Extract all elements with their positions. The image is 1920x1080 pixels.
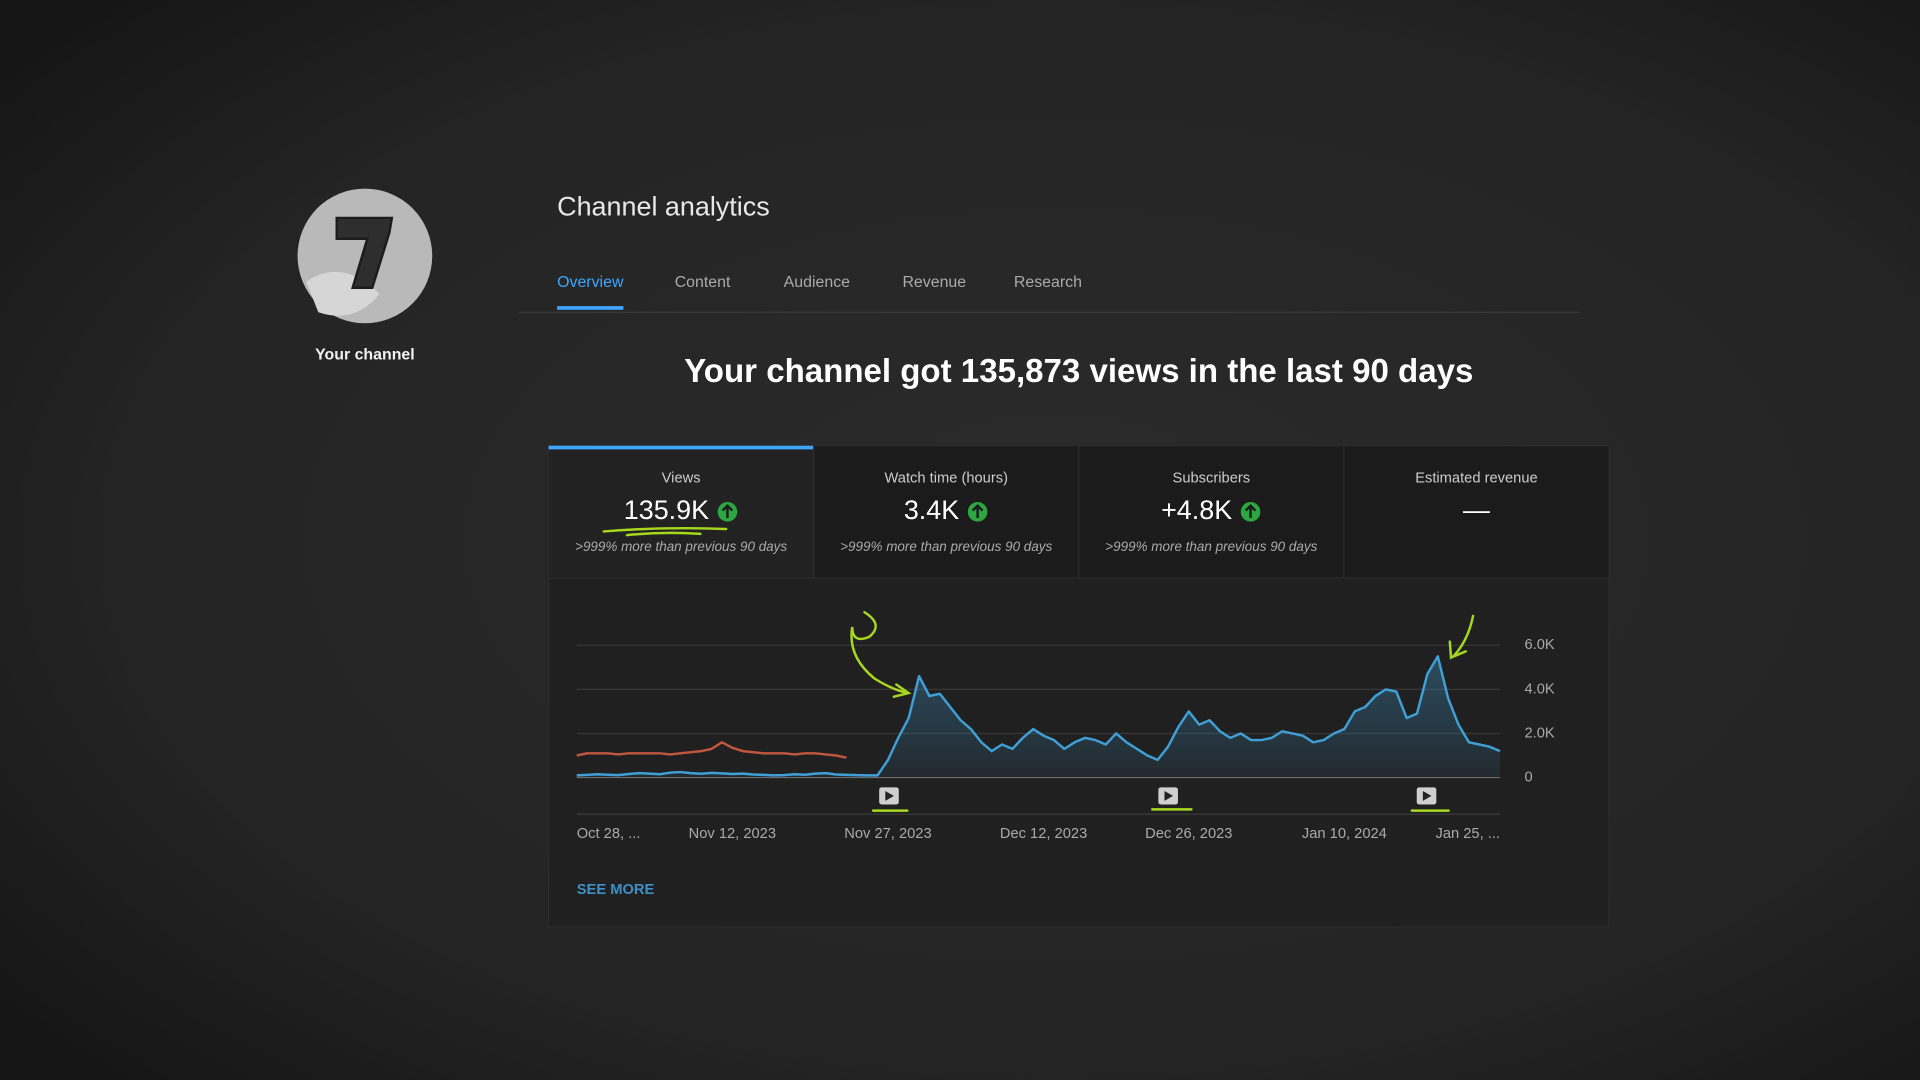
tabs: Overview Content Audience Revenue Research xyxy=(557,274,1082,310)
video-marker-play xyxy=(885,791,894,801)
y-tick-label: 0 xyxy=(1524,769,1532,785)
x-tick-label: Dec 12, 2023 xyxy=(1000,826,1087,842)
x-tick-label: Nov 27, 2023 xyxy=(844,826,931,842)
selected-indicator xyxy=(548,445,814,450)
video-marker-play xyxy=(1422,791,1432,801)
avatar[interactable] xyxy=(297,188,433,324)
y-tick-label: 6.0K xyxy=(1524,637,1554,653)
series-area xyxy=(576,656,1500,778)
tab[interactable]: Research xyxy=(1014,274,1082,291)
video-marker-play xyxy=(1164,791,1174,801)
y-tick-label: 4.0K xyxy=(1524,681,1554,697)
x-tick-label: Jan 10, 2024 xyxy=(1302,826,1387,842)
metric-card[interactable] xyxy=(547,445,815,579)
metric-card[interactable] xyxy=(813,445,1080,579)
annotations xyxy=(602,526,1475,812)
see-more-link[interactable]: SEE MORE xyxy=(577,882,655,898)
trend-up-arrow xyxy=(721,503,734,518)
x-tick-label: Jan 25, ... xyxy=(1435,826,1500,842)
metric-label: Views xyxy=(662,471,701,487)
metric-change: >999% more than previous 90 days xyxy=(1105,539,1317,554)
metric-cards: Views 135.9K >999% more than previous 90 d… xyxy=(547,445,1610,579)
chart: 0 2.0K 4.0K 6.0K Oct 28, ... Nov 12, 2023 Nov … xyxy=(576,637,1555,842)
y-tick-label: 2.0K xyxy=(1524,725,1554,741)
metric-value: — xyxy=(1463,495,1490,525)
metric-value: +4.8K xyxy=(1161,495,1232,525)
metric-card[interactable] xyxy=(1343,445,1610,579)
channel-label: Your channel xyxy=(315,346,415,363)
metric-label: Estimated revenue xyxy=(1415,471,1537,487)
metric-card[interactable] xyxy=(1078,445,1345,579)
metric-value: 135.9K xyxy=(624,495,709,525)
x-tick-label: Nov 12, 2023 xyxy=(689,826,776,842)
trend-up-arrow xyxy=(971,503,984,518)
metric-label: Watch time (hours) xyxy=(884,471,1008,487)
active-tab-indicator xyxy=(557,306,624,310)
series-line xyxy=(576,741,847,759)
tab[interactable]: Content xyxy=(675,274,731,291)
x-tick-label: Oct 28, ... xyxy=(577,826,641,842)
headline: Your channel got 135,873 views in the la… xyxy=(684,353,1473,390)
metric-change: >999% more than previous 90 days xyxy=(575,539,787,554)
tab[interactable]: Overview xyxy=(557,274,624,291)
trend-up-arrow xyxy=(1244,503,1257,518)
series-line xyxy=(576,655,1501,777)
tab[interactable]: Audience xyxy=(784,274,850,291)
x-tick-label: Dec 26, 2023 xyxy=(1145,826,1232,842)
metric-label: Subscribers xyxy=(1173,471,1251,487)
metric-change: >999% more than previous 90 days xyxy=(840,539,1052,554)
metric-value: 3.4K xyxy=(904,495,959,525)
tab[interactable]: Revenue xyxy=(902,274,966,291)
page-title: Channel analytics xyxy=(557,191,770,221)
